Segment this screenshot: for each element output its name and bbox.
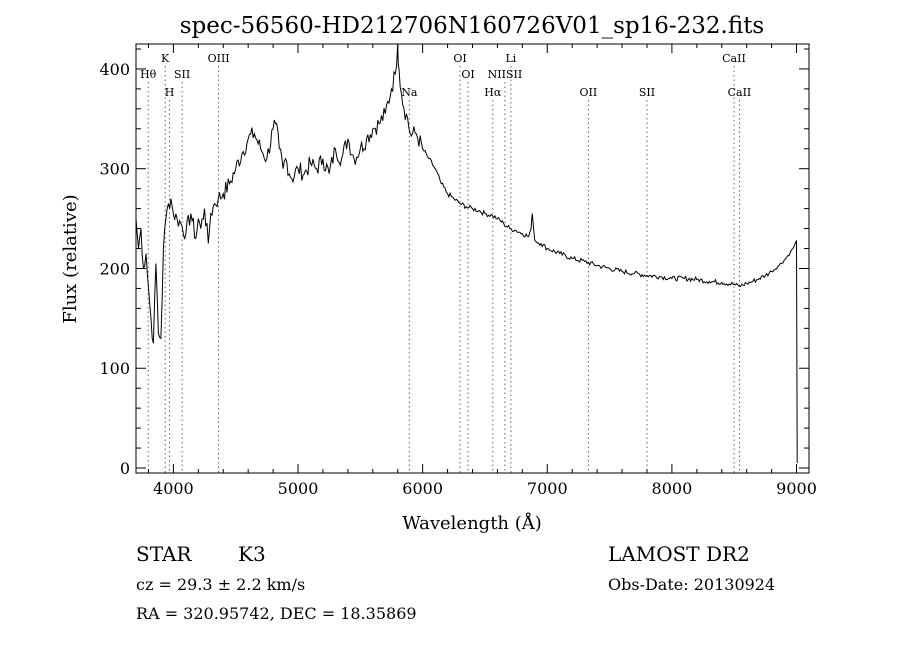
spectral-line-label: NIISII (488, 68, 523, 81)
spectral-line-label: CaII (722, 52, 746, 65)
x-tick-label: 4000 (153, 479, 194, 498)
y-axis-title: Flux (relative) (60, 194, 81, 323)
spectral-line-label: OI (461, 68, 474, 81)
y-tick-label: 300 (99, 160, 130, 179)
y-tick-label: 0 (120, 459, 130, 478)
object-type: STAR (136, 542, 192, 566)
spectral-line-label: Hα (484, 86, 502, 99)
series-layer (135, 43, 798, 464)
x-tick-label: 5000 (278, 479, 319, 498)
x-tick-label: 6000 (402, 479, 443, 498)
x-tick-label: 9000 (776, 479, 817, 498)
spectral-line-label: SII (174, 68, 190, 81)
x-tick-label: 7000 (527, 479, 568, 498)
spectral-line-label: Li (505, 52, 516, 65)
spectral-line-label: OI (453, 52, 466, 65)
spectral-line-label: Hθ (140, 68, 157, 81)
spectral-line-label: H (165, 86, 175, 99)
spectral-line-label: SII (639, 86, 655, 99)
y-tick-label: 400 (99, 60, 130, 79)
redshift-cz: cz = 29.3 ± 2.2 km/s (136, 575, 306, 594)
spectral-line-label: Na (401, 86, 418, 99)
series-line (135, 43, 798, 464)
chart-title: spec-56560-HD212706N160726V01_sp16-232.f… (180, 13, 765, 39)
spectral-line-label: OII (580, 86, 598, 99)
spectral-line-label: CaII (728, 86, 752, 99)
plot-frame (135, 43, 810, 474)
obs-date: Obs-Date: 20130924 (608, 575, 776, 594)
spectral-lines: Hθ K H SII OIII Na OI OI Li Hα NIISII OII SII CaII CaI… (140, 52, 751, 473)
axis-ticks: 4000 5000 6000 7000 8000 9000 0 100 200 300 400 (99, 44, 817, 498)
coordinates: RA = 320.95742, DEC = 18.35869 (136, 604, 417, 623)
subclass: K3 (238, 542, 266, 566)
spectral-line-label: K (161, 52, 170, 65)
y-tick-label: 200 (99, 259, 130, 278)
x-axis-title: Wavelength (Å) (402, 512, 542, 534)
spectral-line-label: OIII (208, 52, 230, 65)
x-tick-label: 8000 (652, 479, 693, 498)
y-tick-label: 100 (99, 359, 130, 378)
survey-name: LAMOST DR2 (608, 542, 750, 566)
